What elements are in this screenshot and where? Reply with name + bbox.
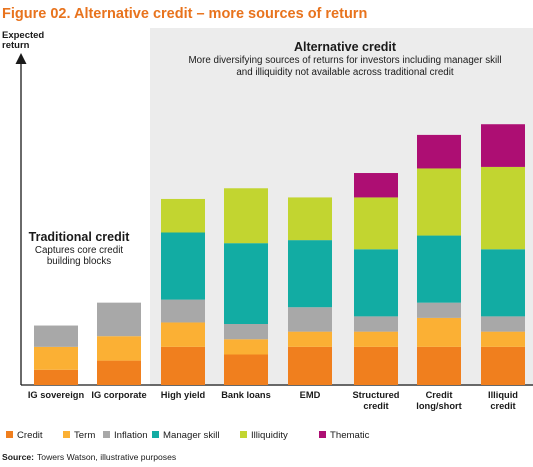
bar-segment-ig-corporate-inflation	[97, 302, 141, 337]
legend-label-credit: Credit	[17, 430, 43, 441]
bar-segment-structured-credit-thematic	[354, 173, 398, 198]
bar-segment-credit-long-short-term	[417, 317, 461, 347]
y-axis-label-line-2: return	[2, 40, 30, 51]
bar-segment-high-yield-illiquidity	[161, 198, 205, 233]
category-label-emd: EMD	[300, 390, 321, 400]
bar-segment-illiquid-credit-thematic	[481, 124, 525, 167]
alternative-credit-band	[150, 28, 533, 386]
bar-segment-ig-sovereign-term	[34, 346, 78, 370]
bar-segment-high-yield-manager-skill	[161, 232, 205, 300]
legend-label-thematic: Thematic	[330, 430, 370, 441]
category-labels: IG sovereign IG corporate High yield Bank l…	[28, 390, 518, 411]
y-axis-arrow-icon	[15, 53, 27, 64]
bar-stack-group	[34, 124, 525, 385]
bar-segment-credit-long-short-illiquidity	[417, 168, 461, 236]
bar-segment-structured-credit-illiquidity	[354, 197, 398, 250]
category-label-illiquid-credit-line-2: credit	[490, 401, 515, 411]
legend-swatch-term	[63, 431, 70, 438]
bar-segment-credit-long-short-credit	[417, 346, 461, 385]
bar-segment-ig-sovereign-credit	[34, 369, 78, 385]
bar-segment-emd-credit	[288, 346, 332, 385]
legend: Credit Term Inflation Manager skill Illiquid…	[6, 430, 370, 441]
bar-segment-emd-manager-skill	[288, 240, 332, 308]
bar-segment-emd-term	[288, 331, 332, 347]
bar-segment-bank-loans-manager-skill	[224, 243, 268, 324]
category-label-illiquid-credit-line-1: Illiquid	[488, 390, 518, 400]
bar-segment-structured-credit-manager-skill	[354, 249, 398, 317]
bar-segment-emd-inflation	[288, 307, 332, 332]
bar-segment-illiquid-credit-inflation	[481, 316, 525, 332]
bar-segment-structured-credit-inflation	[354, 316, 398, 332]
category-label-ig-corporate: IG corporate	[91, 390, 146, 400]
legend-label-manager-skill: Manager skill	[163, 430, 220, 441]
legend-swatch-thematic	[319, 431, 326, 438]
bar-segment-ig-corporate-term	[97, 336, 141, 361]
bar-segment-structured-credit-credit	[354, 346, 398, 385]
bar-segment-bank-loans-inflation	[224, 324, 268, 340]
bar-segment-high-yield-term	[161, 322, 205, 347]
legend-label-term: Term	[74, 430, 95, 441]
bar-segment-bank-loans-term	[224, 339, 268, 355]
bar-segment-ig-sovereign-inflation	[34, 325, 78, 347]
bar-segment-illiquid-credit-credit	[481, 346, 525, 385]
category-label-structured-credit-line-1: Structured	[352, 390, 399, 400]
traditional-credit-subtitle-1: Captures core credit	[35, 245, 123, 256]
category-label-ig-sovereign: IG sovereign	[28, 390, 85, 400]
source-note: Source: Towers Watson, illustrative purpo…	[2, 452, 176, 462]
chart-title: Figure 02. Alternative credit – more sou…	[2, 6, 367, 22]
bar-segment-illiquid-credit-illiquidity	[481, 166, 525, 250]
category-label-bank-loans: Bank loans	[221, 390, 271, 400]
legend-label-illiquidity: Illiquidity	[251, 430, 288, 441]
category-label-credit-long-short-line-2: long/short	[416, 401, 461, 411]
category-label-credit-long-short-line-1: Credit	[426, 390, 453, 400]
legend-swatch-illiquidity	[240, 431, 247, 438]
traditional-credit-subtitle-2: building blocks	[47, 256, 111, 267]
y-axis-label-line-1: Expected	[2, 30, 44, 41]
legend-swatch-credit	[6, 431, 13, 438]
bar-segment-credit-long-short-manager-skill	[417, 235, 461, 303]
source-label: Source:	[2, 452, 34, 462]
bar-segment-illiquid-credit-manager-skill	[481, 249, 525, 317]
legend-label-inflation: Inflation	[114, 430, 148, 441]
bar-segment-bank-loans-illiquidity	[224, 188, 268, 244]
bar-segment-high-yield-inflation	[161, 299, 205, 323]
legend-swatch-manager-skill	[152, 431, 159, 438]
bar-segment-high-yield-credit	[161, 346, 205, 385]
bar-segment-illiquid-credit-term	[481, 331, 525, 347]
alternative-credit-subtitle-1: More diversifying sources of returns for…	[188, 55, 501, 66]
bar-segment-bank-loans-credit	[224, 354, 268, 385]
alternative-credit-title: Alternative credit	[294, 40, 397, 54]
traditional-credit-title: Traditional credit	[29, 230, 131, 244]
bar-segment-credit-long-short-thematic	[417, 134, 461, 169]
category-label-structured-credit-line-2: credit	[363, 401, 388, 411]
bar-segment-emd-illiquidity	[288, 197, 332, 241]
bar-segment-ig-corporate-credit	[97, 360, 141, 385]
legend-swatch-inflation	[103, 431, 110, 438]
bar-segment-credit-long-short-inflation	[417, 302, 461, 318]
bar-segment-structured-credit-term	[354, 331, 398, 347]
source-text: Towers Watson, illustrative purposes	[37, 452, 176, 462]
alternative-credit-subtitle-2: and illiquidity not available across tra…	[236, 67, 454, 78]
category-label-high-yield: High yield	[161, 390, 206, 400]
